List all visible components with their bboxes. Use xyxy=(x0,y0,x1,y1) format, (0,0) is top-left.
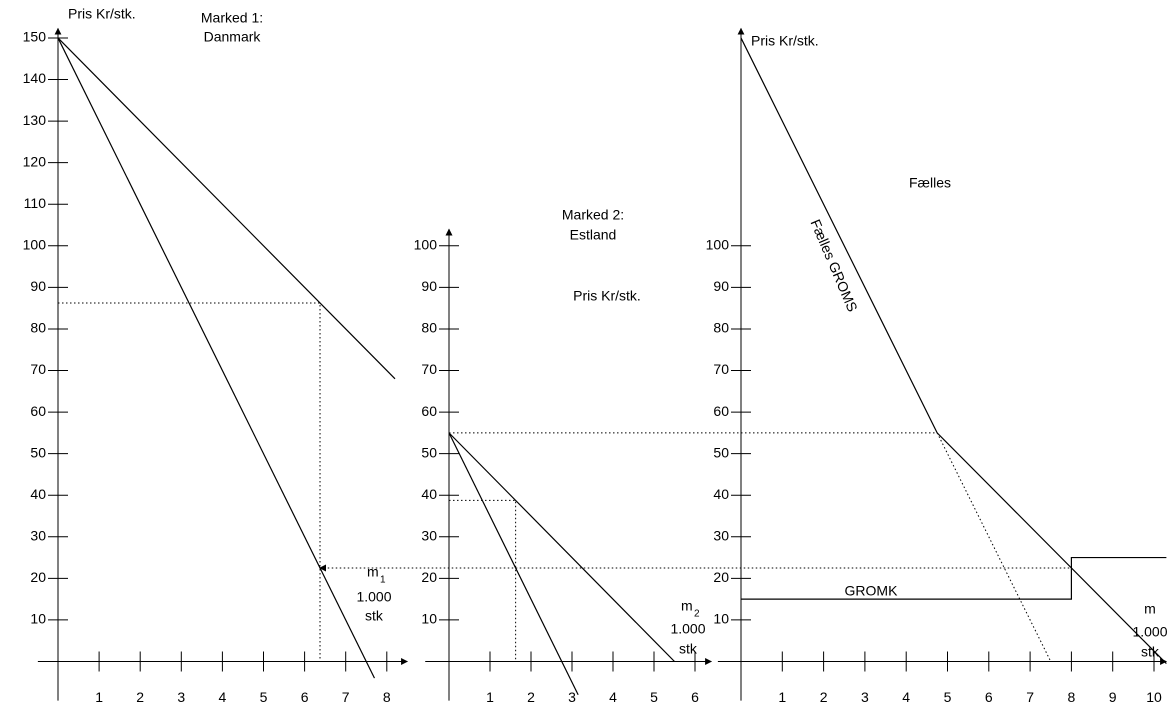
x-axis-label: stk xyxy=(365,608,384,624)
y-tick-label: 10 xyxy=(30,611,46,627)
x-tick-label: 10 xyxy=(1146,689,1162,705)
x-axis-label-sub: 1 xyxy=(380,575,386,586)
y-tick-label: 20 xyxy=(713,569,729,585)
y-tick-label: 70 xyxy=(713,361,729,377)
x-tick-label: 1 xyxy=(95,689,103,705)
x-tick-label: 2 xyxy=(820,689,828,705)
x-axis-label: stk xyxy=(679,641,698,657)
x-tick-label: 1 xyxy=(778,689,786,705)
x-tick-label: 1 xyxy=(486,689,494,705)
x-tick-label: 2 xyxy=(527,689,535,705)
y-tick-label: 90 xyxy=(30,278,46,294)
y-tick-label: 70 xyxy=(30,361,46,377)
y-tick-label: 110 xyxy=(24,195,47,211)
y-tick-label: 30 xyxy=(421,527,437,543)
panel-title: Marked 2: xyxy=(562,207,624,223)
x-tick-label: 9 xyxy=(1109,689,1117,705)
y-tick-label: 10 xyxy=(713,611,729,627)
series-line xyxy=(740,37,1167,665)
y-axis-label: Pris Kr/stk. xyxy=(751,33,819,49)
series-line xyxy=(741,556,1167,600)
series-line xyxy=(448,432,675,662)
x-axis-label: stk xyxy=(1141,644,1160,660)
x-tick-label: 5 xyxy=(944,689,952,705)
y-tick-label: 120 xyxy=(23,153,47,169)
y-tick-label: 50 xyxy=(421,444,437,460)
panel-subtitle: Estland xyxy=(570,227,617,243)
y-tick-label: 130 xyxy=(23,112,47,128)
x-axis-label: 1.000 xyxy=(670,621,705,637)
panel-subtitle: Danmark xyxy=(204,29,262,45)
y-tick-label: 90 xyxy=(421,278,437,294)
x-tick-label: 8 xyxy=(1068,689,1076,705)
series-line xyxy=(448,432,579,696)
series-label: GROMK xyxy=(845,583,899,599)
x-tick-label: 7 xyxy=(342,689,350,705)
x-axis-label: m xyxy=(367,564,379,580)
y-tick-label: 30 xyxy=(713,527,729,543)
series-line xyxy=(449,499,517,662)
y-tick-label: 70 xyxy=(421,361,437,377)
y-tick-label: 20 xyxy=(30,569,46,585)
panel-title: Marked 1: xyxy=(201,10,263,26)
x-tick-label: 3 xyxy=(568,689,576,705)
y-axis-label: Pris Kr/stk. xyxy=(573,288,641,304)
x-tick-label: 3 xyxy=(861,689,869,705)
x-axis-label: m xyxy=(1144,601,1156,617)
y-tick-label: 60 xyxy=(421,403,437,419)
x-tick-label: 5 xyxy=(650,689,658,705)
x-tick-label: 3 xyxy=(177,689,185,705)
y-tick-label: 100 xyxy=(414,237,438,253)
series-line xyxy=(58,302,321,662)
x-tick-label: 7 xyxy=(1026,689,1034,705)
y-tick-label: 60 xyxy=(30,403,46,419)
x-tick-label: 5 xyxy=(260,689,268,705)
y-tick-label: 40 xyxy=(30,486,46,502)
x-axis-label: 1.000 xyxy=(1132,624,1167,640)
y-tick-label: 80 xyxy=(30,320,46,336)
y-tick-label: 100 xyxy=(23,237,47,253)
x-tick-label: 6 xyxy=(985,689,993,705)
y-tick-label: 50 xyxy=(713,444,729,460)
x-tick-label: 4 xyxy=(609,689,617,705)
y-tick-label: 20 xyxy=(421,569,437,585)
y-tick-label: 40 xyxy=(713,486,729,502)
y-tick-label: 30 xyxy=(30,527,46,543)
y-tick-label: 150 xyxy=(23,29,47,45)
panel-title: Fælles xyxy=(909,175,951,191)
x-tick-label: 4 xyxy=(902,689,910,705)
x-tick-label: 2 xyxy=(136,689,144,705)
y-tick-label: 10 xyxy=(421,611,437,627)
y-tick-label: 100 xyxy=(706,237,730,253)
y-tick-label: 80 xyxy=(713,320,729,336)
series-label: Fælles GROMS xyxy=(808,217,861,314)
y-tick-label: 40 xyxy=(421,486,437,502)
x-tick-label: 4 xyxy=(219,689,227,705)
series-line xyxy=(57,37,376,679)
x-axis-label: m xyxy=(681,598,693,614)
series-line xyxy=(936,432,1052,662)
x-tick-label: 8 xyxy=(383,689,391,705)
y-tick-label: 50 xyxy=(30,444,46,460)
y-tick-label: 90 xyxy=(713,278,729,294)
x-axis-label: 1.000 xyxy=(356,589,391,605)
y-tick-label: 60 xyxy=(713,403,729,419)
x-tick-label: 6 xyxy=(691,689,699,705)
y-tick-label: 140 xyxy=(23,70,47,86)
y-axis-label: Pris Kr/stk. xyxy=(68,6,136,22)
series-line xyxy=(57,37,396,380)
x-axis-label-sub: 2 xyxy=(694,609,700,620)
x-tick-label: 6 xyxy=(301,689,309,705)
y-tick-label: 80 xyxy=(421,320,437,336)
